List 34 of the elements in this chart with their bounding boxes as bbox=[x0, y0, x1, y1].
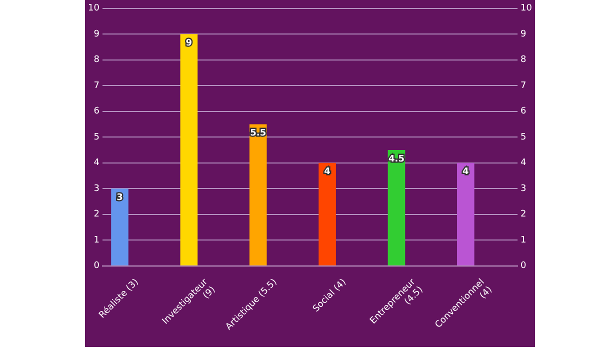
bar bbox=[180, 34, 198, 266]
y2-tick-label: 9 bbox=[520, 29, 527, 40]
y-tick-label: 10 bbox=[88, 4, 100, 14]
y-tick-label: 8 bbox=[94, 55, 100, 66]
y2-tick-label: 7 bbox=[520, 80, 526, 91]
y-tick-label: 0 bbox=[94, 261, 100, 272]
bar bbox=[111, 188, 128, 266]
y2-tick-label: 3 bbox=[520, 184, 526, 194]
data-label: 4.5 bbox=[388, 154, 404, 164]
y2-tick-label: 1 bbox=[520, 235, 526, 246]
y-tick-label: 6 bbox=[94, 106, 100, 117]
y-tick-label: 1 bbox=[94, 235, 100, 246]
y2-tick-label: 2 bbox=[520, 210, 526, 220]
data-label: 4 bbox=[324, 167, 330, 178]
y2-tick-label: 8 bbox=[520, 55, 527, 66]
bar bbox=[457, 162, 474, 266]
bar bbox=[388, 150, 406, 266]
data-label: 4 bbox=[462, 167, 469, 178]
data-label: 9 bbox=[186, 38, 192, 48]
y-tick-label: 9 bbox=[94, 29, 100, 40]
y2-tick-label: 6 bbox=[520, 106, 527, 117]
y2-tick-label: 5 bbox=[520, 132, 526, 142]
y2-tick-label: 10 bbox=[520, 4, 532, 14]
y-tick-label: 5 bbox=[94, 132, 100, 142]
y-tick-label: 3 bbox=[94, 184, 100, 194]
bar bbox=[318, 162, 336, 266]
y-tick-label: 4 bbox=[94, 158, 100, 168]
bar bbox=[249, 124, 267, 266]
data-label: 3 bbox=[116, 192, 123, 203]
y2-tick-label: 4 bbox=[520, 158, 527, 168]
y2-tick-label: 0 bbox=[520, 261, 527, 272]
data-label: 5.5 bbox=[250, 128, 266, 139]
y-tick-label: 7 bbox=[94, 80, 100, 91]
y-tick-label: 2 bbox=[94, 210, 100, 220]
